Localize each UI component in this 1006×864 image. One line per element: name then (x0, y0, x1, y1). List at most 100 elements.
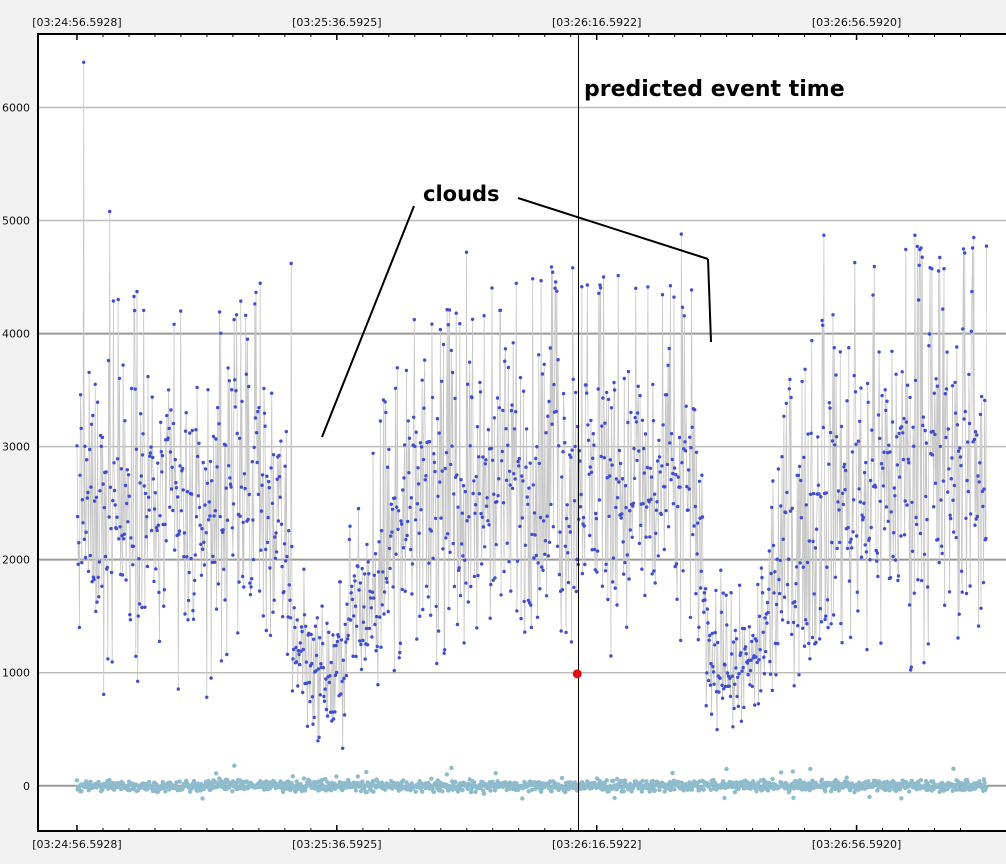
data-point (434, 604, 438, 609)
data-point (540, 372, 545, 376)
data-point (812, 592, 816, 596)
data-point (913, 378, 918, 383)
data-point (281, 615, 285, 619)
data-point (394, 552, 398, 556)
data-point (973, 523, 977, 527)
data-point (866, 400, 870, 404)
baseline-point (639, 789, 645, 794)
data-point (697, 479, 702, 483)
data-point (610, 463, 614, 467)
data-point (341, 746, 345, 750)
data-point (484, 458, 488, 462)
data-point (223, 598, 227, 602)
data-point (216, 405, 220, 410)
data-point (893, 494, 897, 498)
data-point (416, 466, 420, 470)
data-point (878, 499, 882, 503)
baseline-point (793, 779, 798, 784)
data-point (765, 621, 769, 625)
data-point (277, 453, 281, 458)
data-point (524, 465, 528, 469)
data-point (748, 668, 753, 673)
data-point (420, 378, 424, 382)
data-point (139, 412, 143, 416)
data-point (657, 455, 662, 459)
data-point (587, 472, 591, 476)
data-point (794, 565, 799, 569)
data-point (562, 416, 566, 420)
data-point (662, 547, 666, 552)
baseline-point (493, 771, 498, 776)
data-point (729, 591, 733, 595)
baseline-point (646, 782, 652, 788)
data-point (915, 244, 919, 249)
data-point (933, 481, 938, 485)
data-point (972, 437, 977, 442)
data-point (185, 489, 190, 494)
data-point (865, 647, 869, 652)
data-point (592, 547, 597, 552)
data-point (396, 509, 401, 513)
data-point (765, 600, 770, 605)
data-point (637, 541, 642, 546)
baseline-point (981, 777, 987, 782)
data-point (419, 508, 423, 512)
data-point (938, 255, 942, 260)
data-point (799, 516, 804, 520)
data-point (265, 474, 269, 478)
data-point (151, 477, 156, 481)
data-point (679, 638, 683, 643)
data-point (941, 307, 945, 311)
data-point (693, 408, 697, 412)
baseline-point (539, 789, 544, 794)
data-point (771, 479, 775, 483)
data-point (186, 618, 190, 622)
data-point (776, 467, 781, 471)
data-point (376, 570, 381, 574)
data-point (922, 661, 926, 665)
data-point (415, 637, 419, 641)
data-point (495, 396, 500, 400)
data-point (500, 459, 504, 463)
data-point (157, 590, 161, 595)
data-point (373, 622, 377, 627)
data-point (553, 286, 557, 290)
data-point (585, 283, 589, 287)
data-point (169, 408, 173, 412)
data-point (615, 496, 620, 500)
data-point (936, 269, 941, 273)
data-point (268, 633, 273, 638)
data-point (605, 390, 609, 395)
data-point (190, 492, 194, 496)
data-point (666, 363, 670, 367)
data-point (677, 435, 682, 440)
data-point (328, 674, 332, 678)
data-point (505, 541, 509, 545)
data-point (637, 449, 641, 453)
data-point (973, 430, 978, 434)
data-point (367, 572, 371, 576)
data-point (193, 578, 197, 583)
data-point (510, 486, 515, 491)
data-point (699, 569, 703, 573)
data-point (322, 694, 326, 699)
data-point (304, 624, 308, 628)
data-point (625, 625, 629, 629)
data-point (608, 458, 612, 462)
data-point (128, 613, 132, 617)
data-point (582, 524, 586, 528)
data-point (952, 530, 956, 534)
data-point (270, 391, 274, 395)
data-point (827, 401, 832, 405)
data-point (593, 568, 597, 572)
data-point (441, 547, 445, 551)
data-point (252, 445, 256, 450)
data-point (916, 578, 920, 582)
data-point (430, 395, 435, 400)
data-point (980, 394, 984, 399)
data-point (176, 687, 180, 691)
data-point (645, 465, 649, 470)
data-point (250, 460, 254, 464)
data-point (663, 485, 667, 489)
data-point (597, 498, 602, 502)
